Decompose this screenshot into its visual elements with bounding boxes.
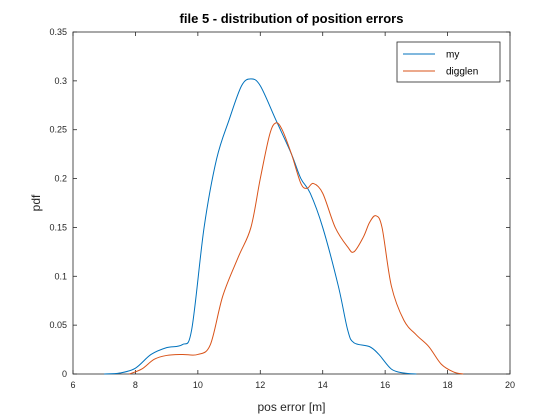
series-line-digglen: [129, 122, 464, 375]
x-tick-label: 10: [193, 380, 203, 390]
y-tick-label: 0.2: [54, 174, 67, 184]
y-tick-label: 0: [62, 369, 67, 379]
x-tick-label: 20: [505, 380, 515, 390]
x-tick-label: 18: [443, 380, 453, 390]
y-tick-label: 0.05: [49, 320, 67, 330]
axis-ticks: [72, 31, 511, 375]
series-layer: [104, 78, 464, 375]
legend: my digglen: [396, 41, 501, 83]
y-tick-label: 0.3: [54, 76, 67, 86]
chart-title: file 5 - distribution of position errors: [180, 11, 404, 26]
x-tick-label: 6: [70, 380, 75, 390]
plot-area: [72, 31, 511, 375]
y-tick-label: 0.1: [54, 271, 67, 281]
y-tick-label: 0.15: [49, 222, 67, 232]
series-line-my: [104, 78, 417, 375]
x-tick-label: 14: [318, 380, 328, 390]
x-axis-label: pos error [m]: [257, 400, 325, 414]
x-tick-label: 8: [133, 380, 138, 390]
legend-box: [396, 41, 501, 83]
y-tick-label: 0.25: [49, 125, 67, 135]
legend-label-digglen: digglen: [446, 67, 478, 78]
x-tick-label: 16: [380, 380, 390, 390]
legend-label-my: my: [446, 50, 459, 61]
y-axis-label: pdf: [29, 194, 43, 211]
x-tick-label: 12: [255, 380, 265, 390]
y-tick-label: 0.35: [49, 27, 67, 37]
axis-tick-labels: 6 8 10 12 14 16 18 20 0 0.05 0.1 0.15 0.2 0.25 0.3 0.35: [49, 27, 515, 390]
